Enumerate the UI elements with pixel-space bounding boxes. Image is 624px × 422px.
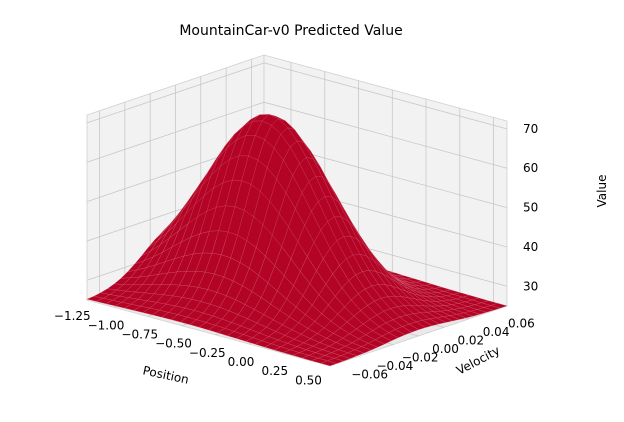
y-tick-label: −0.06 <box>351 368 388 382</box>
y-tick-label: 0.02 <box>457 333 484 347</box>
y-tick-label: −0.04 <box>377 359 414 373</box>
surface-patch <box>320 360 338 367</box>
x-tick-label: −0.75 <box>121 328 158 342</box>
z-tick-label: 30 <box>523 279 538 293</box>
chart-title: MountainCar-v0 Predicted Value <box>179 23 402 39</box>
z-tick-label: 40 <box>523 240 538 254</box>
x-tick-label: 0.50 <box>295 373 322 387</box>
z-tick-label: 60 <box>523 161 538 175</box>
value-surface <box>86 114 508 367</box>
y-tick-label: 0.00 <box>432 342 459 356</box>
z-tick-label: 70 <box>523 122 538 136</box>
z-tick-label: 50 <box>523 201 538 215</box>
x-axis-label: Position <box>142 363 191 386</box>
z-gridline <box>86 62 508 130</box>
y-tick-label: 0.04 <box>483 325 510 339</box>
x-tick-label: −0.50 <box>155 337 192 351</box>
y-axis-label: Velocity <box>454 343 502 377</box>
x-tick-label: 0.25 <box>261 364 288 378</box>
y-tick-label: −0.02 <box>402 351 439 365</box>
x-tick-label: −1.25 <box>54 309 91 323</box>
y-tick-label: 0.06 <box>508 316 535 330</box>
x-tick-label: −1.00 <box>88 318 125 332</box>
x-tick-label: −0.25 <box>189 346 226 360</box>
tick-labels: −1.25−1.00−0.75−0.50−0.250.000.250.50 −0.… <box>54 122 538 387</box>
x-tick-label: 0.00 <box>228 355 255 369</box>
z-gridline <box>86 101 508 169</box>
z-axis-label: Value <box>595 175 609 208</box>
